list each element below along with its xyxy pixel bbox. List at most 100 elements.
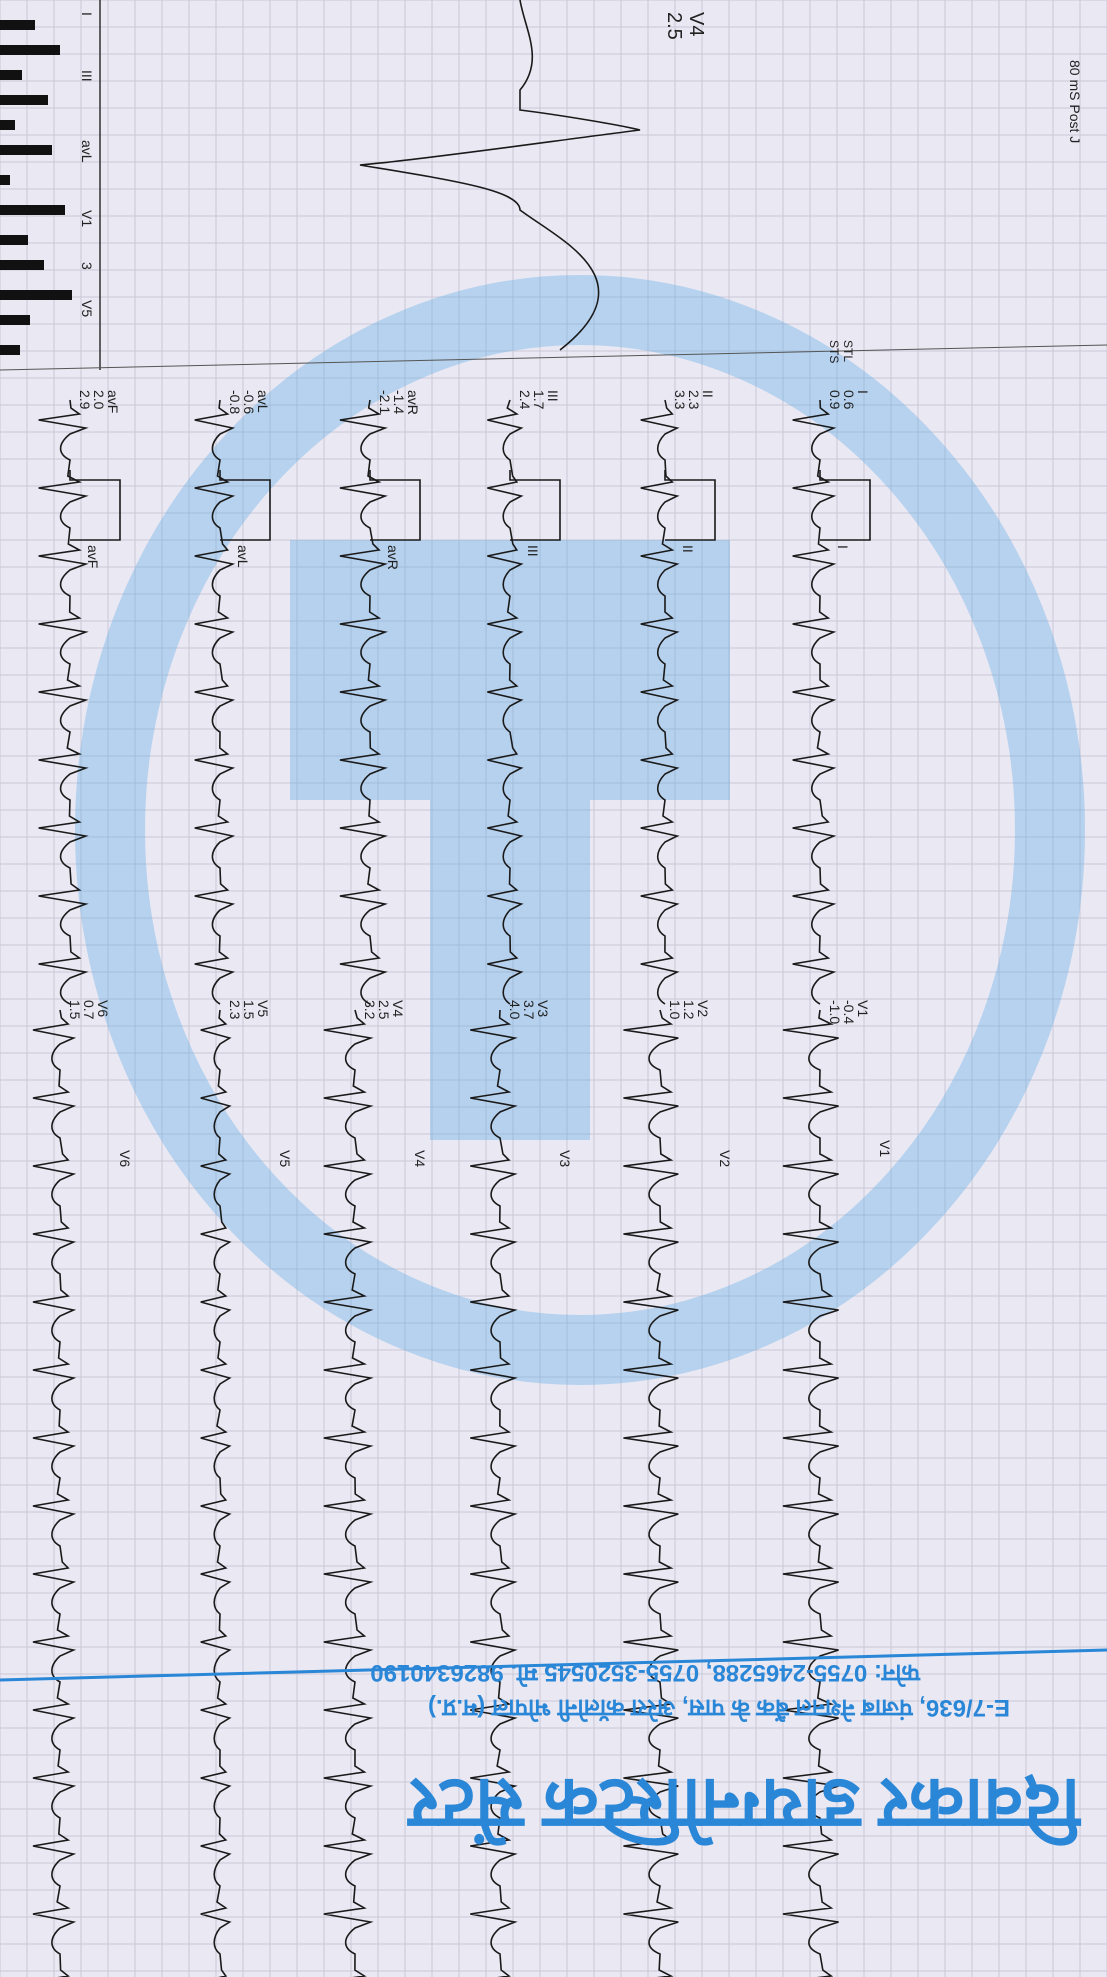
- lead-sts: 3.2: [362, 1000, 378, 1020]
- lead-stl: -1.4: [391, 390, 407, 414]
- lead-trace: [200, 1009, 232, 1977]
- lead-trace: [194, 399, 236, 1005]
- lead-trace: [792, 399, 837, 1005]
- calibration-pulse: [509, 470, 561, 541]
- rhythm-label: V3: [557, 1150, 573, 1167]
- bar: [0, 290, 72, 300]
- bar: [0, 205, 65, 215]
- calibration-pulse: [369, 470, 421, 541]
- lead-trace: [623, 1009, 679, 1977]
- bar: [0, 45, 60, 55]
- bar-graph: [0, 20, 72, 355]
- lead-stl: 2.0: [91, 390, 107, 410]
- lead-sts: 1.0: [667, 1000, 683, 1020]
- clinic-phone: फोन: 0755-2465288, 0755-3520545 मो. 9826…: [370, 1659, 921, 1687]
- rhythm-label: II: [680, 545, 696, 553]
- lead-name: avR: [405, 390, 421, 415]
- rhythm-label: I: [835, 545, 851, 549]
- bar: [0, 70, 22, 80]
- lead-stl: 0.6: [841, 390, 857, 410]
- lead-name: I: [855, 390, 871, 394]
- lead-stl: 1.5: [241, 1000, 257, 1020]
- lead-sts: 2.9: [77, 390, 93, 410]
- lead-stl: 0.7: [81, 1000, 97, 1020]
- traces: [32, 0, 871, 1977]
- lead-sts: -2.1: [377, 390, 393, 414]
- lead-trace: [38, 399, 89, 1005]
- lead-trace: [32, 1009, 77, 1977]
- lead-sts: -1.0: [827, 1000, 843, 1024]
- rhythm-label: V6: [117, 1150, 133, 1167]
- rhythm-label: V2: [717, 1150, 733, 1167]
- bar: [0, 145, 52, 155]
- post-j-note: 80 mS Post J: [1067, 60, 1083, 143]
- watermark: [75, 275, 1085, 1385]
- clinic-address: E-7/636, पंजाब नेशनल बैंक के पास, अरेरा …: [428, 1694, 1010, 1722]
- calibration-pulse: [69, 470, 121, 541]
- magnified-value: 2.5: [663, 12, 685, 40]
- bar: [0, 175, 10, 185]
- lead-sts: 2.4: [517, 390, 533, 410]
- bar-label: I: [79, 12, 95, 16]
- bar: [0, 315, 30, 325]
- bar-label: V1: [79, 210, 95, 227]
- lead-name: V5: [255, 1000, 271, 1017]
- lead-trace: [339, 399, 388, 1005]
- lead-trace: [640, 399, 680, 1005]
- lead-stl: 3.7: [521, 1000, 537, 1020]
- magnified-complex: [359, 0, 641, 351]
- bar: [0, 20, 35, 30]
- lead-stl: -0.4: [841, 1000, 857, 1024]
- lead-name: V2: [695, 1000, 711, 1017]
- lead-stl: 1.7: [531, 390, 547, 410]
- calibration-pulse: [219, 470, 271, 541]
- rhythm-label: V1: [877, 1140, 893, 1157]
- lead-name: III: [545, 390, 561, 402]
- magnified-lead: V4: [685, 12, 707, 36]
- clinic-name: दिवाकर डायग्नोस्टिक सेंटर: [407, 1764, 1082, 1846]
- lead-name: avF: [105, 390, 121, 413]
- rhythm-label: avL: [235, 545, 251, 568]
- lead-sts: -0.8: [227, 390, 243, 414]
- bar: [0, 260, 44, 270]
- rhythm-label: V4: [412, 1150, 428, 1167]
- rhythm-label: V5: [277, 1150, 293, 1167]
- lead-name: V6: [95, 1000, 111, 1017]
- lead-stl: 2.5: [376, 1000, 392, 1020]
- lead-sts: 0.9: [827, 390, 843, 410]
- header-rule: [0, 1648, 1107, 1682]
- bar: [0, 120, 15, 130]
- lead-sts: 3.3: [672, 390, 688, 410]
- divider: [0, 344, 1107, 371]
- rhythm-label: III: [525, 545, 541, 557]
- bar-label: III: [79, 70, 95, 82]
- lead-sts: 4.0: [507, 1000, 523, 1020]
- lead-stl: 1.2: [681, 1000, 697, 1020]
- bar-label: avL: [79, 140, 95, 163]
- lead-name: II: [700, 390, 716, 398]
- bar: [0, 95, 48, 105]
- lead-trace: [470, 1009, 518, 1977]
- lead-trace: [487, 399, 524, 1005]
- lead-name: V1: [855, 1000, 871, 1017]
- rhythm-label: avR: [385, 545, 401, 570]
- stl-label: STL: [841, 340, 855, 362]
- lead-name: V4: [390, 1000, 406, 1017]
- lead-sts: 2.3: [227, 1000, 243, 1020]
- calibration-pulse: [664, 470, 716, 541]
- lead-stl: -0.6: [241, 390, 257, 414]
- lead-trace: [323, 1009, 374, 1977]
- bar: [0, 235, 28, 245]
- lead-name: avL: [255, 390, 271, 413]
- lead-name: V3: [535, 1000, 551, 1017]
- lead-trace: [782, 1009, 839, 1977]
- calibration-pulse: [819, 470, 871, 541]
- lead-sts: 1.5: [67, 1000, 83, 1020]
- sts-label: STS: [827, 340, 841, 363]
- bar-label: 3: [79, 262, 95, 270]
- rhythm-label: avF: [85, 545, 101, 568]
- lead-stl: 2.3: [686, 390, 702, 410]
- bar: [0, 345, 20, 355]
